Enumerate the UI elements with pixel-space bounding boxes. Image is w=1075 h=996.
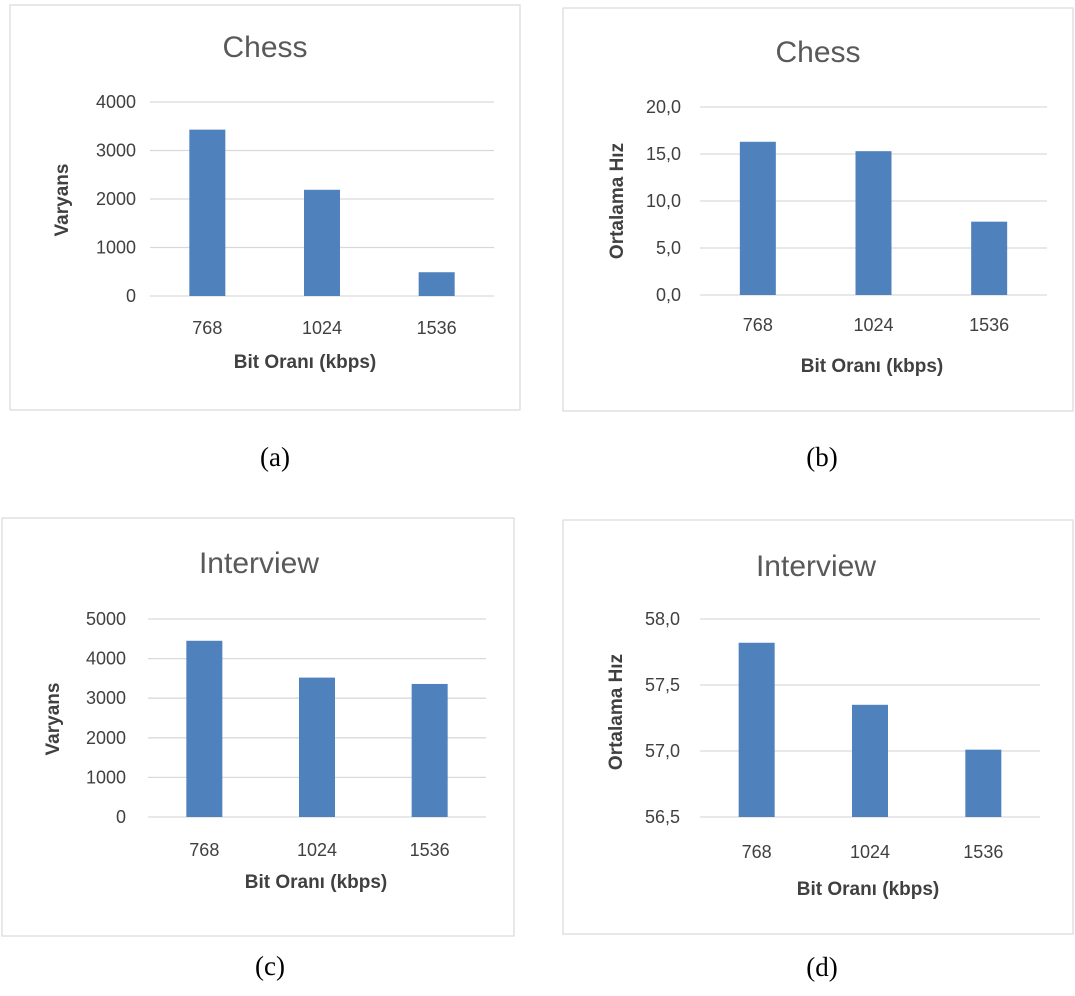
chart-d-xtick-2: 1536 <box>963 842 1003 862</box>
chart-a: Chess Varyans Bit Oranı (kbps) 4000 3000… <box>9 4 521 472</box>
chart-c-ytick-5: 0 <box>116 807 126 827</box>
chart-a-xtick-1: 1024 <box>302 318 342 338</box>
chart-b-bar-1024 <box>855 151 892 295</box>
chart-c-xtick-2: 1536 <box>410 840 450 860</box>
chart-c-ytick-2: 3000 <box>86 688 126 708</box>
chart-d-bar-1024 <box>852 704 888 817</box>
chart-a-ytick-3: 1000 <box>96 238 136 258</box>
chart-b-bar-768 <box>739 141 776 295</box>
chart-a-ytick-2: 2000 <box>96 189 136 209</box>
chart-c-ytick-4: 1000 <box>86 767 126 787</box>
chart-a-ytick-0: 4000 <box>96 92 136 112</box>
chart-d-ylabel: Ortalama Hız <box>606 654 627 770</box>
chart-d-ytick-3: 56,5 <box>645 807 680 827</box>
chart-d-caption: (d) <box>806 952 837 982</box>
chart-a-caption: (a) <box>260 442 290 472</box>
chart-b-frame <box>562 7 1074 412</box>
chart-a-ytick-4: 0 <box>126 286 136 306</box>
chart-a-xlabel: Bit Oranı (kbps) <box>234 352 377 373</box>
chart-b-caption: (b) <box>806 442 837 472</box>
chart-d-bar-768 <box>738 642 775 817</box>
chart-c-bar-1536 <box>411 683 448 817</box>
chart-c-bar-768 <box>186 640 223 817</box>
chart-b-ytick-2: 10,0 <box>646 191 681 211</box>
chart-d-ytick-1: 57,5 <box>645 675 680 695</box>
chart-b: Chess Ortalama Hız Bit Oranı (kbps) 20,0… <box>562 7 1074 472</box>
chart-b-ytick-1: 15,0 <box>646 144 681 164</box>
chart-d-xlabel: Bit Oranı (kbps) <box>797 879 940 900</box>
chart-c-bar-1024 <box>299 677 335 817</box>
chart-d-ytick-0: 58,0 <box>645 609 680 629</box>
chart-b-ytick-3: 5,0 <box>656 238 681 258</box>
chart-c-xlabel: Bit Oranı (kbps) <box>245 872 388 893</box>
chart-b-bar-1536 <box>971 221 1008 295</box>
chart-c: Interview Varyans Bit Oranı (kbps) 5000 … <box>1 517 515 981</box>
chart-b-ylabel: Ortalama Hız <box>607 143 628 259</box>
chart-a-xtick-2: 1536 <box>417 318 457 338</box>
chart-d-xtick-0: 768 <box>742 842 772 862</box>
chart-c-xtick-1: 1024 <box>297 840 337 860</box>
chart-a-frame <box>9 4 521 411</box>
chart-b-xtick-2: 1536 <box>969 315 1009 335</box>
chart-c-ytick-1: 4000 <box>86 649 126 669</box>
chart-a-title: Chess <box>222 31 307 64</box>
chart-c-xtick-0: 768 <box>189 840 219 860</box>
chart-d: Interview Ortalama Hız Bit Oranı (kbps) … <box>562 519 1074 982</box>
chart-b-xtick-1: 1024 <box>853 315 893 335</box>
chart-a-xtick-0: 768 <box>192 318 222 338</box>
chart-b-xtick-0: 768 <box>743 315 773 335</box>
chart-a-bar-1024 <box>304 189 340 296</box>
chart-a-bar-768 <box>189 129 226 296</box>
chart-d-bar-1536 <box>965 749 1002 817</box>
chart-a-ylabel: Varyans <box>52 164 73 237</box>
chart-b-ytick-4: 0,0 <box>656 285 681 305</box>
chart-c-title: Interview <box>199 547 319 580</box>
chart-a-bar-1536 <box>418 272 455 296</box>
chart-b-xlabel: Bit Oranı (kbps) <box>801 356 944 377</box>
chart-c-ytick-0: 5000 <box>86 609 126 629</box>
chart-d-ytick-2: 57,0 <box>645 741 680 761</box>
chart-b-title: Chess <box>775 36 860 69</box>
chart-a-ytick-1: 3000 <box>96 141 136 161</box>
chart-c-caption: (c) <box>255 951 285 981</box>
chart-c-ytick-3: 2000 <box>86 728 126 748</box>
chart-d-title: Interview <box>756 550 876 583</box>
chart-d-frame <box>562 519 1074 935</box>
chart-b-ytick-0: 20,0 <box>646 97 681 117</box>
chart-c-ylabel: Varyans <box>43 683 64 756</box>
chart-d-xtick-1: 1024 <box>850 842 890 862</box>
